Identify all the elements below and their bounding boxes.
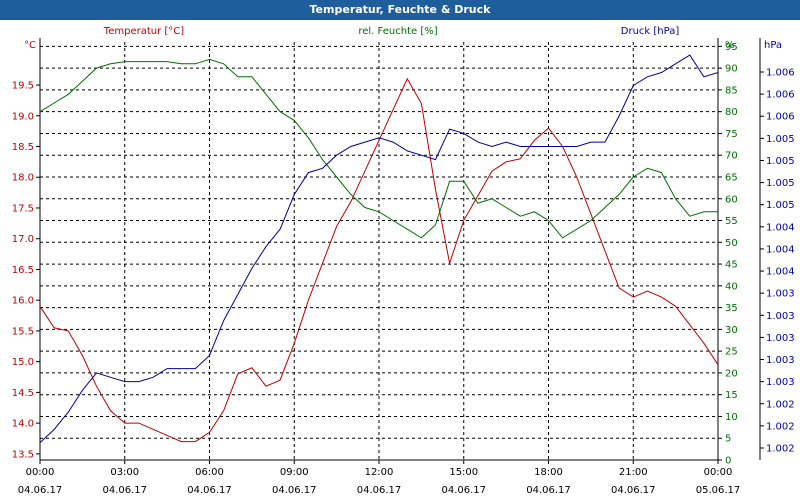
humidity-tick-label: 45 xyxy=(725,260,738,271)
humidity-tick-label: 5 xyxy=(725,434,731,445)
humidity-tick-label: 55 xyxy=(725,216,738,227)
humidity-legend: rel. Feuchte [%] xyxy=(358,26,437,37)
humidity-unit: % xyxy=(725,40,735,51)
humidity-tick-label: 95 xyxy=(725,42,738,53)
humidity-tick-label: 0 xyxy=(725,456,731,467)
pressure-tick-label: 1.005 xyxy=(766,200,795,211)
pressure-tick-label: 1.003 xyxy=(766,289,795,300)
temperature-tick-label: 18.5 xyxy=(12,142,34,153)
temperature-axis: 13.5 14.0 14.5 15.0 15.5 16.0 16.5 17.0 17.5 18.0… xyxy=(12,81,40,460)
temperature-tick-label: 14.0 xyxy=(12,419,34,430)
temperature-tick-label: 15.0 xyxy=(12,357,34,368)
date-tick-label: 04.06.17 xyxy=(441,485,486,496)
humidity-tick-label: 20 xyxy=(725,368,738,379)
time-tick-label: 09:00 xyxy=(280,467,309,478)
temperature-tick-label: 17.0 xyxy=(12,234,34,245)
date-tick-label: 04.06.17 xyxy=(357,485,402,496)
humidity-axis: 0 5 10 15 20 25 30 35 40 45 50 55 60 65 70 75 80 85 90 95 xyxy=(718,42,738,467)
temperature-unit: °C xyxy=(24,40,36,51)
humidity-tick-label: 30 xyxy=(725,325,738,336)
time-tick-label: 00:00 xyxy=(26,467,55,478)
humidity-tick-label: 75 xyxy=(725,129,738,140)
temperature-tick-label: 17.5 xyxy=(12,203,34,214)
date-tick-label: 04.06.17 xyxy=(187,485,232,496)
pressure-tick-label: 1.006 xyxy=(766,90,795,101)
date-tick-label: 04.06.17 xyxy=(611,485,656,496)
temperature-tick-label: 15.5 xyxy=(12,326,34,337)
humidity-tick-label: 50 xyxy=(725,238,738,249)
pressure-tick-label: 1.003 xyxy=(766,355,795,366)
time-tick-label: 21:00 xyxy=(619,467,648,478)
temperature-series-line xyxy=(39,77,719,443)
time-tick-label: 12:00 xyxy=(365,467,394,478)
pressure-tick-label: 1.003 xyxy=(766,377,795,388)
time-tick-label: 06:00 xyxy=(195,467,224,478)
humidity-tick-label: 70 xyxy=(725,151,738,162)
humidity-tick-label: 65 xyxy=(725,172,738,183)
temperature-tick-label: 16.0 xyxy=(12,296,34,307)
date-tick-label: 04.06.17 xyxy=(18,485,63,496)
humidity-tick-label: 90 xyxy=(725,64,738,75)
pressure-tick-label: 1.006 xyxy=(766,68,795,79)
humidity-tick-label: 15 xyxy=(725,390,738,401)
pressure-tick-label: 1.003 xyxy=(766,311,795,322)
humidity-tick-label: 80 xyxy=(725,107,738,118)
humidity-tick-label: 10 xyxy=(725,412,738,423)
series-lines xyxy=(39,54,719,443)
pressure-unit: hPa xyxy=(764,40,782,51)
humidity-series-line xyxy=(39,58,718,239)
humidity-tick-label: 35 xyxy=(725,303,738,314)
chart: 13.5 14.0 14.5 15.0 15.5 16.0 16.5 17.0 17.5 18.0… xyxy=(12,26,795,496)
pressure-tick-label: 1.005 xyxy=(766,134,795,145)
humidity-tick-label: 85 xyxy=(725,85,738,96)
time-tick-label: 00:00 xyxy=(704,467,733,478)
pressure-tick-label: 1.004 xyxy=(766,222,795,233)
time-tick-label: 15:00 xyxy=(449,467,478,478)
date-tick-label: 05.06.17 xyxy=(696,485,741,496)
time-tick-label: 18:00 xyxy=(534,467,563,478)
pressure-tick-label: 1.005 xyxy=(766,156,795,167)
time-tick-label: 03:00 xyxy=(110,467,139,478)
temperature-legend: Temperatur [°C] xyxy=(103,26,184,37)
pressure-tick-label: 1.004 xyxy=(766,244,795,255)
pressure-tick-label: 1.004 xyxy=(766,267,795,278)
temperature-tick-label: 18.0 xyxy=(12,173,34,184)
humidity-tick-label: 25 xyxy=(725,347,738,358)
pressure-tick-label: 1.002 xyxy=(766,444,795,455)
pressure-axis: 1.006 1.006 1.006 1.005 1.005 1.005 1.005 1.004… xyxy=(760,68,795,455)
pressure-series-line xyxy=(39,54,719,443)
temperature-tick-label: 13.5 xyxy=(12,449,34,460)
temperature-tick-label: 19.0 xyxy=(12,111,34,122)
date-tick-label: 04.06.17 xyxy=(526,485,571,496)
pressure-tick-label: 1.006 xyxy=(766,112,795,123)
pressure-tick-label: 1.003 xyxy=(766,333,795,344)
grid xyxy=(40,42,718,460)
pressure-tick-label: 1.002 xyxy=(766,399,795,410)
pressure-legend: Druck [hPa] xyxy=(621,26,680,37)
humidity-tick-label: 40 xyxy=(725,281,738,292)
pressure-tick-label: 1.005 xyxy=(766,178,795,189)
pressure-tick-label: 1.002 xyxy=(766,421,795,432)
date-tick-label: 04.06.17 xyxy=(102,485,147,496)
axes xyxy=(39,38,761,461)
temperature-tick-label: 16.5 xyxy=(12,265,34,276)
humidity-tick-label: 60 xyxy=(725,194,738,205)
window-title: Temperatur, Feuchte & Druck xyxy=(0,0,800,20)
date-tick-label: 04.06.17 xyxy=(272,485,317,496)
time-axis: 00:00 04.06.17 03:00 04.06.17 06:00 04.06.17 0… xyxy=(18,460,741,496)
temperature-tick-label: 14.5 xyxy=(12,388,34,399)
temperature-tick-label: 19.5 xyxy=(12,81,34,92)
